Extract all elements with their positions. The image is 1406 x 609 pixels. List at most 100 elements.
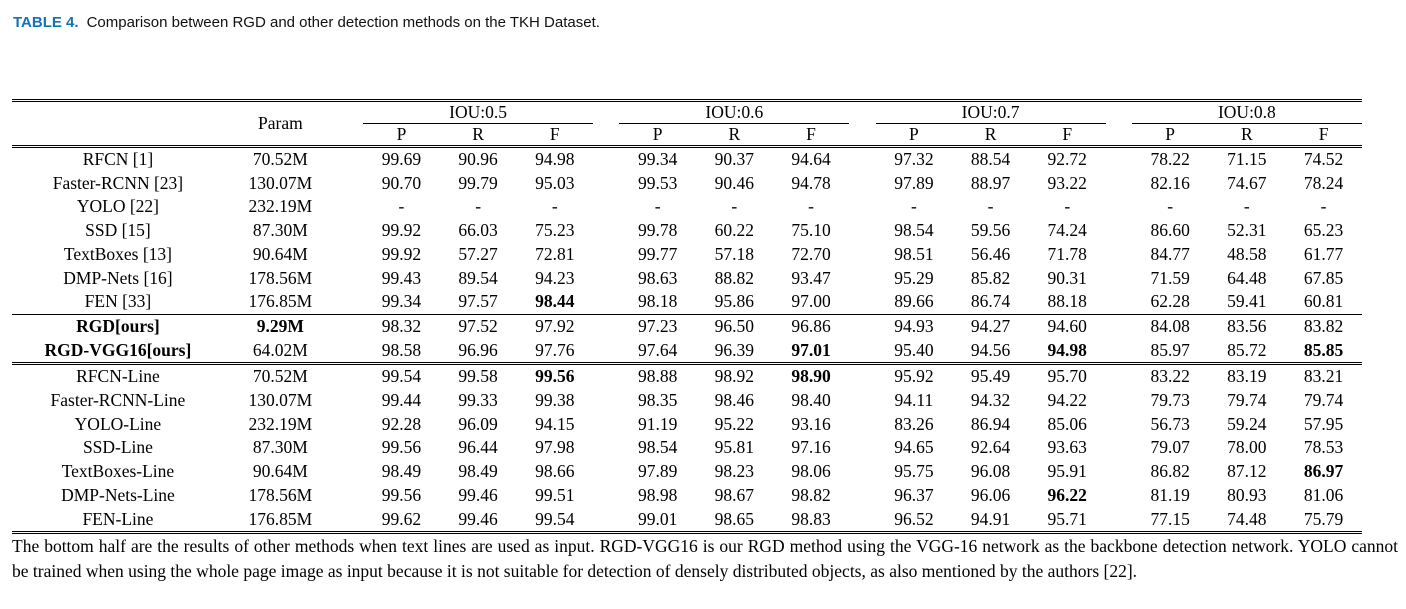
value-cell: 92.64 — [970, 437, 1011, 458]
value-cell: 90.31 — [1047, 267, 1087, 288]
value-cell: 94.56 — [970, 339, 1011, 360]
param-cell: 90.64M — [252, 243, 308, 264]
value-cell: 56.46 — [970, 243, 1011, 264]
value-cell: 96.06 — [970, 484, 1011, 505]
value-cell: 72.70 — [791, 243, 831, 264]
param-cell: 232.19M — [248, 413, 313, 434]
value-cell: 57.27 — [458, 243, 498, 264]
value-cell: 99.38 — [535, 390, 575, 411]
table-row: RGD[ours] 9.29M 98.32 97.52 97.92 97.23 96.50 9… — [12, 313, 1362, 339]
value-cell: 97.89 — [637, 461, 678, 482]
value-cell: 86.82 — [1150, 461, 1190, 482]
spacer-cell — [849, 460, 875, 484]
subheader-r: R — [1208, 123, 1286, 148]
spacer-cell — [849, 313, 876, 339]
value-cell: 98.83 — [791, 508, 831, 529]
value-cell: 99.01 — [637, 508, 678, 529]
value-cell: 57.95 — [1303, 413, 1344, 434]
value-cell: 79.74 — [1227, 390, 1267, 411]
method-cell: TextBoxes [13] — [63, 243, 172, 264]
spacer-cell — [849, 413, 875, 437]
value-cell: 71.59 — [1150, 267, 1190, 288]
value-cell: 99.69 — [381, 149, 422, 169]
spacer-cell — [1106, 267, 1132, 291]
value-cell: 88.54 — [970, 149, 1011, 169]
value-cell: 94.32 — [970, 390, 1011, 411]
value-cell: 79.73 — [1150, 390, 1190, 411]
spacer-cell — [849, 219, 875, 243]
spacer-cell — [337, 267, 363, 291]
table-row: YOLO-Line 232.19M 92.28 96.09 94.15 91.19 95.2… — [12, 413, 1362, 437]
value-cell: 93.63 — [1047, 437, 1087, 458]
value-cell: 99.56 — [381, 437, 422, 458]
value-cell: 98.90 — [772, 362, 850, 390]
value-cell: 48.58 — [1227, 243, 1267, 264]
table-row: RGD-VGG16[ours] 64.02M 98.58 96.96 97.76 97.6… — [12, 339, 1362, 364]
subheader-f: F — [772, 123, 850, 148]
value-cell: 85.06 — [1047, 413, 1087, 434]
spacer-cell — [1106, 413, 1132, 437]
value-cell: 95.75 — [894, 461, 934, 482]
value-cell: 61.77 — [1303, 243, 1344, 264]
value-cell: 98.23 — [714, 461, 755, 482]
value-cell: 99.44 — [381, 390, 422, 411]
value-cell: 97.01 — [791, 339, 831, 360]
value-cell: 94.27 — [952, 313, 1029, 339]
spacer-cell — [1106, 436, 1132, 460]
value-cell: 98.54 — [894, 220, 934, 241]
value-cell: 96.96 — [458, 339, 498, 360]
spacer-column — [1105, 100, 1132, 148]
value-cell: 72.81 — [535, 243, 575, 264]
value-cell: 74.52 — [1303, 149, 1344, 169]
value-cell: 74.48 — [1227, 508, 1267, 529]
value-cell: 95.71 — [1047, 508, 1087, 529]
value-cell: 85.72 — [1227, 339, 1267, 360]
value-cell: 77.15 — [1150, 508, 1190, 529]
method-cell: FEN-Line — [82, 508, 154, 529]
table-row: SSD-Line 87.30M 99.56 96.44 97.98 98.54 95.81 9… — [12, 436, 1362, 460]
subheader-f: F — [1285, 123, 1362, 148]
spacer-cell — [337, 460, 363, 484]
value-cell: 98.63 — [637, 267, 678, 288]
param-cell: 70.52M — [252, 149, 308, 169]
value-cell: 89.66 — [894, 291, 934, 312]
spacer-cell — [337, 436, 363, 460]
value-cell: 99.33 — [458, 390, 498, 411]
value-cell: 81.19 — [1150, 484, 1190, 505]
spacer-cell — [593, 484, 619, 508]
value-cell: 64.48 — [1227, 267, 1267, 288]
method-cell: TextBoxes-Line — [61, 461, 175, 482]
method-cell: DMP-Nets [16] — [63, 267, 173, 288]
iou-05-group-header: IOU:0.5 — [363, 100, 594, 124]
value-cell: 78.00 — [1227, 437, 1267, 458]
value-cell: 95.86 — [714, 291, 755, 312]
value-cell: 95.29 — [894, 267, 934, 288]
value-cell: 96.39 — [714, 339, 755, 360]
value-cell: 99.34 — [381, 291, 422, 312]
method-cell: SSD-Line — [82, 437, 153, 458]
value-cell: 97.64 — [637, 339, 678, 360]
spacer-cell — [593, 219, 619, 243]
value-cell: 98.46 — [714, 390, 755, 411]
value-cell: 90.37 — [714, 149, 755, 169]
value-cell: 99.51 — [535, 484, 575, 505]
value-cell: 96.22 — [1047, 484, 1087, 505]
value-cell: 99.56 — [516, 362, 594, 390]
table-row: SSD [15] 87.30M 99.92 66.03 75.23 99.78 60.22 7… — [12, 219, 1362, 243]
spacer-cell — [337, 219, 363, 243]
value-cell: - — [551, 196, 558, 217]
value-cell: 94.65 — [894, 437, 934, 458]
value-cell: 99.79 — [458, 172, 498, 193]
table-title-text: Comparison between RGD and other detecti… — [86, 14, 600, 31]
spacer-cell — [849, 147, 875, 172]
value-cell: 84.77 — [1150, 243, 1190, 264]
value-cell: - — [910, 196, 917, 217]
value-cell: 97.76 — [535, 339, 575, 360]
spacer-cell — [1105, 313, 1132, 339]
spacer-cell — [593, 413, 619, 437]
value-cell: - — [654, 196, 661, 217]
spacer-cell — [337, 413, 363, 437]
value-cell: 82.16 — [1150, 172, 1190, 193]
spacer-cell — [1106, 195, 1132, 219]
